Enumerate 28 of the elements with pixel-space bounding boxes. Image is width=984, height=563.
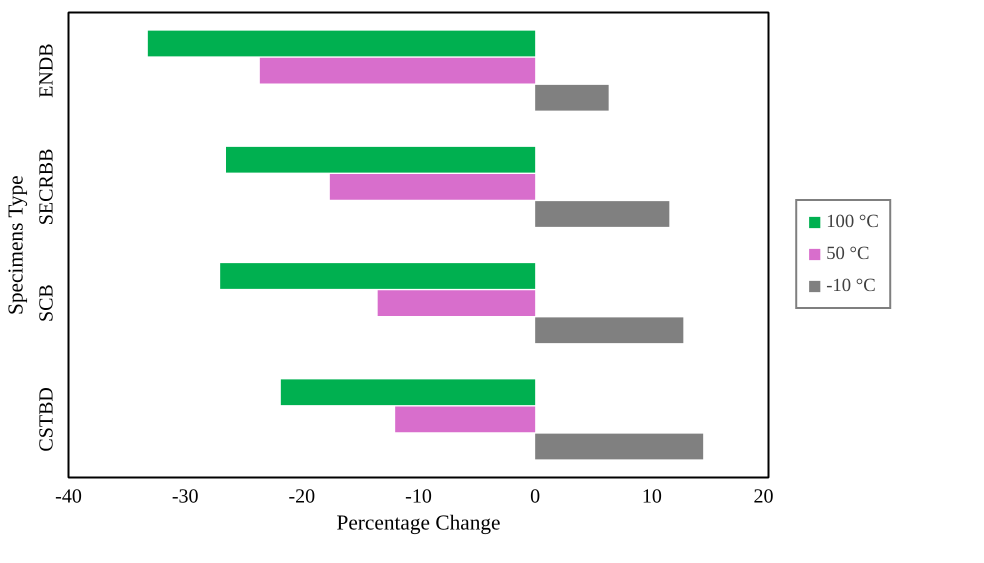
- x-tick-label: 20: [754, 486, 774, 508]
- bar: [535, 434, 704, 460]
- y-tick-label: CSTBD: [36, 387, 58, 452]
- x-tick-label: 0: [530, 486, 540, 508]
- bar: [535, 201, 670, 227]
- x-tick-label: 10: [642, 486, 662, 508]
- bar: [330, 174, 536, 200]
- y-tick-label: SCB: [36, 284, 58, 322]
- x-tick-label: -10: [405, 486, 432, 508]
- legend-label: 50 °C: [826, 242, 870, 264]
- bar: [226, 146, 536, 173]
- bar: [535, 317, 684, 344]
- bar: [280, 379, 536, 406]
- legend-label: 100 °C: [826, 210, 879, 232]
- x-tick-label: -20: [288, 486, 316, 508]
- bar: [220, 263, 536, 289]
- y-axis-title: Specimens Type: [4, 175, 28, 316]
- legend-label: -10 °C: [826, 274, 876, 296]
- y-tick-label: ENDB: [36, 43, 58, 98]
- y-tick-label: SECRBB: [36, 148, 58, 226]
- bar: [535, 84, 609, 111]
- x-tick-label: -30: [172, 486, 199, 508]
- bar: [378, 290, 536, 316]
- bar: [395, 406, 536, 432]
- bar: [260, 58, 536, 84]
- x-axis-title: Percentage Change: [336, 510, 501, 534]
- bar: [148, 30, 536, 56]
- x-tick-label: -40: [55, 486, 82, 508]
